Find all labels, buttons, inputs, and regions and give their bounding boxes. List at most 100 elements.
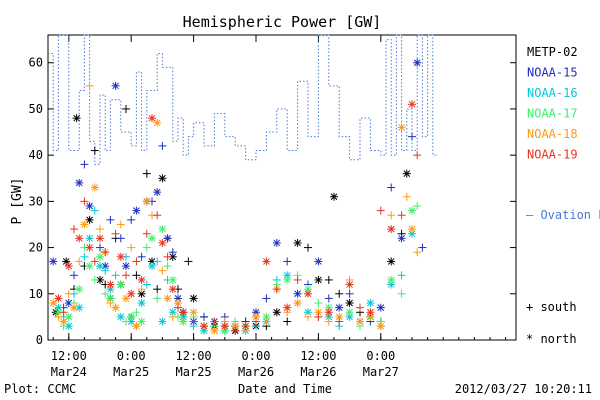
data-point-noaa-18	[142, 197, 151, 206]
data-point-noaa-19	[413, 151, 422, 160]
data-point-noaa-19	[335, 317, 344, 326]
data-point-metp-02	[304, 243, 312, 252]
data-point-noaa-18	[324, 317, 333, 326]
data-point-noaa-19	[168, 285, 177, 294]
data-point-noaa-18	[111, 303, 120, 312]
data-point-metp-02	[345, 299, 354, 308]
data-point-noaa-18	[304, 312, 312, 321]
y-axis: 0 10 20 30 40 50 60	[29, 56, 516, 347]
data-point-noaa-18	[75, 257, 84, 266]
x-tick-time-label: 12:00	[176, 349, 212, 363]
data-point-noaa-18	[54, 312, 63, 321]
data-point-noaa-15	[153, 188, 162, 197]
x-tick-date-label: Mar24	[51, 365, 87, 379]
data-point-noaa-19	[200, 322, 208, 331]
data-point-noaa-15	[122, 262, 130, 271]
data-point-noaa-18	[163, 294, 172, 303]
data-point-noaa-18	[153, 118, 162, 127]
south-symbol-note: + south	[526, 300, 577, 314]
footer-timestamp: 2012/03/27 10:20:11	[455, 382, 592, 396]
x-tick-time-label: 12:00	[51, 349, 87, 363]
data-point-noaa-18	[210, 326, 219, 335]
data-point-metp-02	[272, 308, 281, 317]
data-point-noaa-16	[80, 252, 89, 261]
x-tick-time-label: 0:00	[242, 349, 271, 363]
data-point-noaa-17	[116, 280, 125, 289]
footer-plot-source: Plot: CCMC	[4, 382, 76, 396]
data-point-noaa-18	[397, 123, 406, 132]
data-point-noaa-17	[137, 317, 146, 326]
data-point-noaa-19	[356, 303, 364, 312]
data-point-noaa-18	[168, 312, 177, 321]
data-point-noaa-19	[142, 229, 151, 238]
data-point-noaa-18	[90, 183, 99, 192]
data-point-noaa-19	[59, 308, 68, 317]
y-tick-label: 40	[29, 148, 43, 162]
data-point-noaa-19	[179, 308, 188, 317]
data-point-noaa-18	[408, 225, 416, 234]
data-point-noaa-19	[90, 257, 99, 266]
data-point-noaa-15	[116, 234, 125, 243]
data-point-noaa-18	[70, 303, 78, 312]
data-point-noaa-19	[314, 312, 323, 321]
data-point-noaa-18	[132, 322, 141, 331]
data-point-metp-02	[90, 146, 99, 155]
data-point-noaa-19	[220, 322, 229, 331]
data-point-noaa-19	[127, 289, 136, 298]
data-point-noaa-19	[262, 257, 271, 266]
data-point-noaa-15	[96, 243, 104, 252]
data-point-noaa-15	[106, 215, 115, 224]
data-point-noaa-19	[241, 322, 250, 331]
data-point-noaa-17	[90, 275, 99, 284]
data-point-noaa-17	[408, 206, 416, 215]
x-tick-date-label: Mar25	[113, 365, 149, 379]
data-point-metp-02	[324, 275, 333, 284]
data-point-noaa-19	[85, 243, 94, 252]
data-point-noaa-15	[200, 312, 208, 321]
data-point-noaa-17	[122, 317, 130, 326]
data-point-noaa-18	[413, 248, 422, 257]
data-point-noaa-18	[293, 299, 302, 308]
data-point-noaa-15	[376, 303, 385, 312]
data-point-metp-02	[184, 257, 193, 266]
data-point-noaa-18	[376, 322, 385, 331]
data-point-noaa-17	[283, 275, 292, 284]
data-point-noaa-15	[49, 257, 58, 266]
data-point-metp-02	[96, 275, 104, 284]
data-point-noaa-16	[101, 266, 110, 275]
data-point-noaa-16	[85, 234, 94, 243]
data-point-noaa-15	[413, 58, 422, 67]
x-tick-time-label: 12:00	[300, 349, 336, 363]
data-point-noaa-18	[85, 81, 94, 90]
data-point-noaa-15	[137, 252, 146, 261]
data-point-noaa-17	[168, 275, 177, 284]
data-point-noaa-17	[397, 289, 406, 298]
data-point-noaa-18	[106, 299, 115, 308]
data-point-noaa-19	[148, 114, 156, 123]
y-tick-label: 0	[36, 333, 43, 347]
data-point-noaa-15	[111, 81, 120, 90]
x-tick-date-label: Mar26	[238, 365, 274, 379]
data-point-noaa-19	[75, 234, 84, 243]
data-point-noaa-15	[262, 294, 271, 303]
legend-item-noaa-18: NOAA-18	[527, 127, 578, 141]
data-point-noaa-19	[106, 280, 115, 289]
data-point-noaa-19	[54, 294, 63, 303]
data-point-noaa-18	[64, 289, 73, 298]
data-point-noaa-16	[158, 317, 167, 326]
data-point-noaa-16	[148, 262, 156, 271]
data-point-noaa-18	[116, 220, 125, 229]
data-point-noaa-19	[293, 275, 302, 284]
data-point-noaa-19	[64, 262, 73, 271]
y-tick-label: 60	[29, 56, 43, 70]
data-point-metp-02	[330, 192, 338, 201]
data-point-noaa-19	[137, 275, 146, 284]
data-point-noaa-17	[132, 308, 141, 317]
north-symbol-note: * north	[526, 332, 577, 346]
data-point-noaa-18	[174, 299, 182, 308]
data-point-noaa-19	[132, 257, 141, 266]
data-point-noaa-19	[231, 326, 240, 335]
data-point-noaa-19	[366, 308, 375, 317]
data-point-noaa-17	[142, 243, 151, 252]
data-point-noaa-15	[80, 160, 89, 169]
